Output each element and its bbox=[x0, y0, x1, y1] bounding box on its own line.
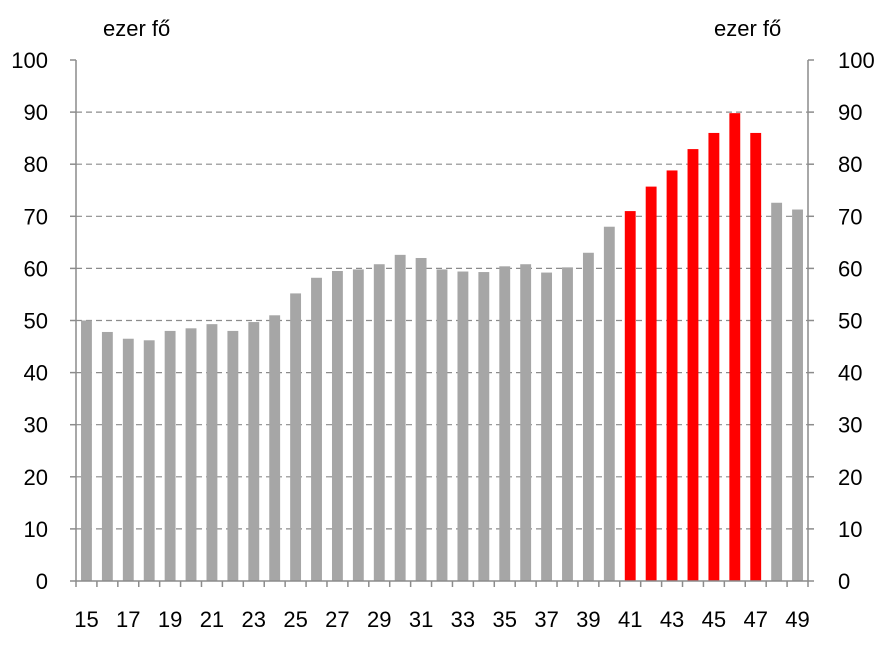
y-tick-label-left: 100 bbox=[11, 48, 48, 73]
bar-24 bbox=[269, 315, 281, 581]
bar-21 bbox=[206, 324, 218, 581]
bar-18 bbox=[143, 340, 155, 581]
bar-29 bbox=[373, 264, 385, 581]
y-axis-unit-right: ezer fő bbox=[714, 16, 782, 41]
x-tick-label: 19 bbox=[158, 607, 182, 632]
y-axis-left-ticks: 0 10 20 30 40 50 60 70 80 90 100 bbox=[11, 48, 76, 594]
x-tick-label: 23 bbox=[242, 607, 266, 632]
bar-44 bbox=[687, 149, 699, 581]
bar-28 bbox=[352, 269, 364, 581]
y-tick-label-left: 50 bbox=[24, 309, 48, 334]
x-tick-label: 25 bbox=[283, 607, 307, 632]
y-tick-label-right: 60 bbox=[838, 256, 862, 281]
y-tick-label-right: 30 bbox=[838, 413, 862, 438]
bar-27 bbox=[331, 271, 343, 581]
y-tick-label-left: 30 bbox=[24, 413, 48, 438]
bar-36 bbox=[520, 264, 532, 581]
y-tick-label-right: 80 bbox=[838, 152, 862, 177]
bar-32 bbox=[436, 269, 448, 581]
bar-35 bbox=[499, 266, 511, 581]
bar-31 bbox=[415, 257, 427, 581]
bar-48 bbox=[771, 202, 783, 581]
bar-40 bbox=[603, 226, 615, 581]
y-axis-unit-left: ezer fő bbox=[103, 16, 171, 41]
bar-38 bbox=[562, 267, 573, 581]
x-tick-label: 35 bbox=[493, 607, 517, 632]
bar-46 bbox=[729, 113, 741, 581]
x-tick-label: 47 bbox=[743, 607, 767, 632]
y-tick-label-left: 0 bbox=[36, 569, 48, 594]
bars bbox=[81, 113, 803, 582]
x-tick-label: 27 bbox=[325, 607, 349, 632]
x-tick-label: 17 bbox=[116, 607, 140, 632]
y-axis-right-ticks: 0 10 20 30 40 50 60 70 80 90 100 bbox=[808, 48, 875, 594]
bar-34 bbox=[478, 272, 490, 581]
y-tick-label-left: 70 bbox=[24, 204, 48, 229]
y-tick-label-left: 60 bbox=[24, 256, 48, 281]
bar-33 bbox=[457, 271, 469, 581]
x-tick-label: 49 bbox=[785, 607, 809, 632]
bar-37 bbox=[541, 272, 553, 581]
y-tick-label-right: 90 bbox=[838, 100, 862, 125]
y-tick-label-right: 70 bbox=[838, 204, 862, 229]
bar-47 bbox=[750, 132, 762, 581]
bar-16 bbox=[101, 331, 113, 581]
bar-22 bbox=[227, 330, 239, 581]
y-tick-label-right: 100 bbox=[838, 48, 875, 73]
y-tick-label-left: 20 bbox=[24, 465, 48, 490]
x-tick-label: 43 bbox=[660, 607, 684, 632]
bar-23 bbox=[248, 322, 260, 581]
x-axis-ticks: 15 17 19 21 23 25 27 29 31 33 35 37 39 41 43 45 47 49 bbox=[74, 581, 810, 632]
x-tick-label: 45 bbox=[702, 607, 726, 632]
x-tick-label: 37 bbox=[534, 607, 558, 632]
bar-49 bbox=[792, 209, 803, 582]
bar-20 bbox=[185, 328, 197, 581]
y-tick-label-right: 0 bbox=[838, 569, 850, 594]
x-tick-label: 21 bbox=[200, 607, 224, 632]
x-tick-label: 31 bbox=[409, 607, 433, 632]
bar-26 bbox=[311, 277, 322, 581]
bar-43 bbox=[666, 170, 678, 581]
bar-45 bbox=[708, 132, 720, 581]
bar-42 bbox=[645, 186, 657, 581]
bar-39 bbox=[582, 252, 594, 581]
x-tick-label: 33 bbox=[451, 607, 475, 632]
bar-15 bbox=[81, 320, 92, 581]
y-tick-label-right: 10 bbox=[838, 517, 862, 542]
y-tick-label-left: 40 bbox=[24, 361, 48, 386]
y-tick-label-right: 50 bbox=[838, 309, 862, 334]
y-tick-label-left: 10 bbox=[24, 517, 48, 542]
y-tick-label-left: 80 bbox=[24, 152, 48, 177]
y-tick-label-left: 90 bbox=[24, 100, 48, 125]
x-tick-label: 41 bbox=[618, 607, 642, 632]
x-tick-label: 29 bbox=[367, 607, 391, 632]
bar-41 bbox=[624, 211, 636, 581]
x-tick-label: 39 bbox=[576, 607, 600, 632]
bar-25 bbox=[290, 293, 302, 581]
y-tick-label-right: 20 bbox=[838, 465, 862, 490]
bar-17 bbox=[122, 338, 134, 581]
x-tick-label: 15 bbox=[74, 607, 98, 632]
bar-19 bbox=[164, 330, 176, 581]
bar-30 bbox=[394, 254, 406, 581]
y-tick-label-right: 40 bbox=[838, 361, 862, 386]
